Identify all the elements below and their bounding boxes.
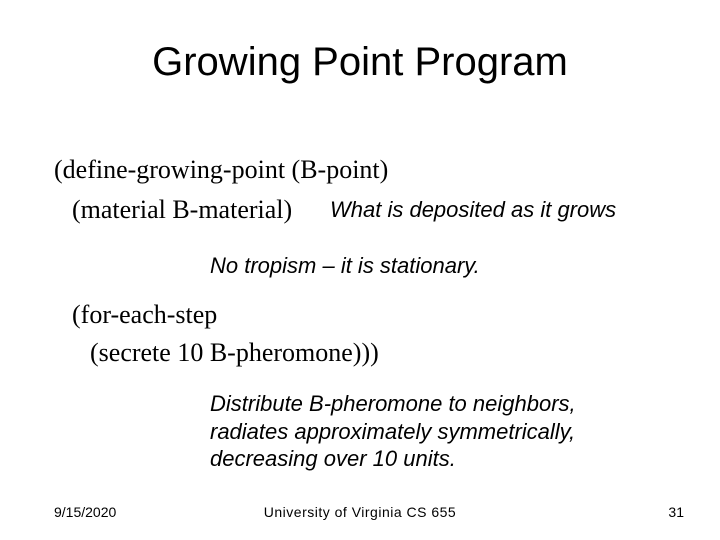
footer-affiliation: University of Virginia CS 655 [0,504,720,520]
code-line-material: (material B-material) [72,195,292,225]
annotation-deposited: What is deposited as it grows [330,197,616,223]
slide-title: Growing Point Program [0,40,720,85]
slide: Growing Point Program (define-growing-po… [0,0,720,540]
annotation-no-tropism: No tropism – it is stationary. [210,253,480,279]
footer-page-number: 31 [668,504,684,520]
code-line-define: (define-growing-point (B-point) [54,155,388,185]
code-line-foreach: (for-each-step [72,300,217,330]
annotation-distribute: Distribute B-pheromone to neighbors, rad… [210,390,640,473]
code-line-secrete: (secrete 10 B-pheromone))) [90,338,379,368]
